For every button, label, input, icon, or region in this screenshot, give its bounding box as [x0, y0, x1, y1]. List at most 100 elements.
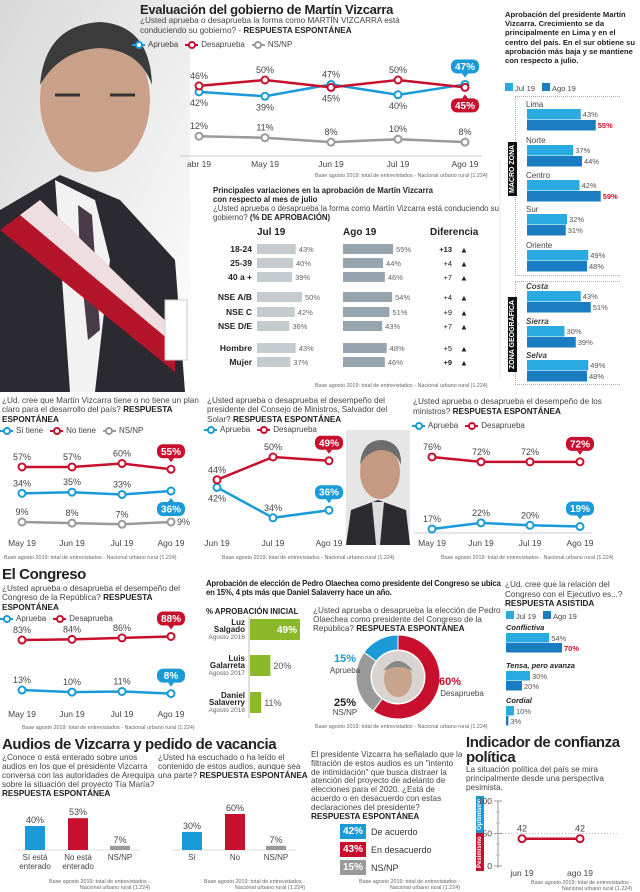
bar: [110, 845, 130, 850]
main-title: Evaluación del gobierno de Martín Vizcar…: [140, 2, 394, 17]
name-label: Galarreta: [210, 661, 246, 670]
jul-bar: [527, 291, 581, 302]
gobierno-value-label: 11%: [256, 123, 273, 133]
ago-bar: [527, 120, 596, 131]
ago-value: 44%: [386, 259, 401, 268]
gobierno-value-label: 39%: [256, 102, 274, 112]
question-bold: RESPUESTA ESPONTÁNEA: [243, 25, 352, 35]
gobierno-value-label: 46%: [190, 71, 208, 81]
row-label: 25-39: [230, 258, 252, 268]
bar-value: 49%: [590, 251, 605, 260]
congreso-x-tick-label: Jun 19: [59, 709, 85, 719]
congreso-x-tick-label: Jul 19: [111, 709, 134, 719]
swatch-icon: [505, 83, 513, 91]
donut-value: 25%: [334, 697, 356, 709]
legend-desaprueba: Desaprueba: [185, 40, 245, 49]
ministros-desaprueba-line: [431, 455, 580, 464]
jul-bar: [257, 272, 293, 282]
ago-bar: [527, 191, 601, 202]
delsolar-x-tick-label: Jun 19: [204, 538, 230, 548]
gobierno-point: [260, 75, 270, 85]
ago-bar: [343, 321, 383, 331]
zone-label: Selva: [526, 351, 547, 360]
line-marker-icon: [257, 425, 271, 434]
delsolar-value-label: 44%: [208, 465, 226, 475]
congreso-value-label: 8%: [164, 671, 179, 682]
question-bold: RESPUESTA ESPONTÁNEA: [452, 406, 561, 416]
value-badge: 42%: [340, 824, 366, 839]
jul-value: 40%: [296, 259, 311, 268]
pill-pointer-icon: [168, 458, 174, 463]
delsolar-value-label: 49%: [319, 438, 339, 449]
jul-value: 43%: [299, 344, 314, 353]
plan-point: [166, 486, 176, 496]
jul-bar: [257, 307, 295, 317]
ago-value: 46%: [388, 273, 403, 282]
gobierno-value-label: 42%: [190, 98, 208, 108]
delsolar-x-tick-label: Ago 19: [316, 538, 343, 548]
category-label: Sí está enterado: [19, 853, 51, 871]
ministros-aprueba-line: [431, 521, 581, 531]
ago-bar: [343, 292, 393, 302]
gobierno-x-tick-label: Jun 19: [318, 159, 344, 169]
congreso-value-label: 10%: [63, 677, 81, 687]
gobierno-value-label: 45%: [455, 101, 475, 112]
row-label: 40 a +: [228, 272, 252, 282]
legend-ago: Ago 19: [542, 83, 576, 93]
plan-point: [17, 517, 27, 527]
pill-pointer-icon: [168, 625, 174, 630]
group-label: Conflictiva: [506, 623, 544, 632]
gobierno-point: [194, 131, 204, 141]
ministros-value-label: 72%: [521, 447, 539, 457]
question-bold: RESPUESTA ESPONTÁNEA: [2, 789, 111, 798]
row-label: 18-24: [230, 244, 252, 254]
bar-value: 44%: [584, 157, 599, 166]
legend-aprueba: Aprueba: [204, 425, 250, 434]
confianza-value-label: 42: [517, 824, 527, 834]
confianza-x-tick-label: ago 19: [567, 868, 593, 878]
variations-question: ¿Usted aprueba o desaprueba la forma com…: [213, 204, 508, 222]
delsolar-value-label: 50%: [264, 442, 282, 452]
jul-value: 50%: [305, 293, 320, 302]
bar: [25, 826, 45, 850]
ministros-point: [476, 518, 486, 528]
ago-bar: [527, 371, 587, 382]
group-label: Cordial: [506, 696, 533, 705]
plan-point: [117, 489, 127, 499]
plan-point: [166, 464, 176, 474]
name-label: Daniel: [221, 691, 245, 700]
bar-value: 53%: [69, 807, 87, 817]
ministros-point: [427, 524, 437, 534]
delsolar-question: ¿Usted aprueba o desaprueba el desempeño…: [207, 396, 412, 424]
ministros-point: [575, 522, 585, 532]
jul-value: 42%: [298, 308, 313, 317]
ago-bar: [527, 261, 587, 272]
legend-label: NS/NP: [267, 40, 293, 49]
arrow-up-icon: ▲: [460, 309, 468, 318]
ministros-value-label: 19%: [570, 504, 590, 515]
ago-value: 46%: [388, 358, 403, 367]
date-label: Agosto 2017: [208, 670, 245, 677]
jul-bar: [506, 671, 530, 681]
congreso-point: [17, 685, 27, 695]
zone-label: Sur: [526, 205, 539, 214]
line-marker-icon: [102, 426, 116, 435]
plan-ns-np-line: [21, 520, 172, 526]
diff-value: +4: [443, 293, 452, 302]
delsolar-point: [268, 513, 278, 523]
jul-bar: [527, 109, 581, 120]
value-badge: 43%: [340, 842, 366, 857]
congreso-point: [166, 689, 176, 699]
arrow-up-icon: ▲: [460, 345, 468, 354]
header-ago: Ago 19: [343, 227, 377, 238]
gobierno-value-label: 45%: [322, 93, 340, 103]
ministros-question: ¿Usted aprueba o desaprueba el desempeño…: [413, 397, 618, 416]
question-bold: RESPUESTA ESPONTÁNEA: [311, 811, 420, 821]
gobierno-value-label: 12%: [190, 121, 208, 131]
plan-point: [166, 517, 176, 527]
name-label: Salgado: [214, 625, 245, 634]
legend-label: Aprueba: [428, 421, 459, 430]
bar-value: 48%: [589, 262, 604, 271]
question-text: ¿Usted aprueba o desaprueba el desempeño…: [2, 584, 180, 603]
legend-label: Aprueba: [220, 425, 251, 434]
